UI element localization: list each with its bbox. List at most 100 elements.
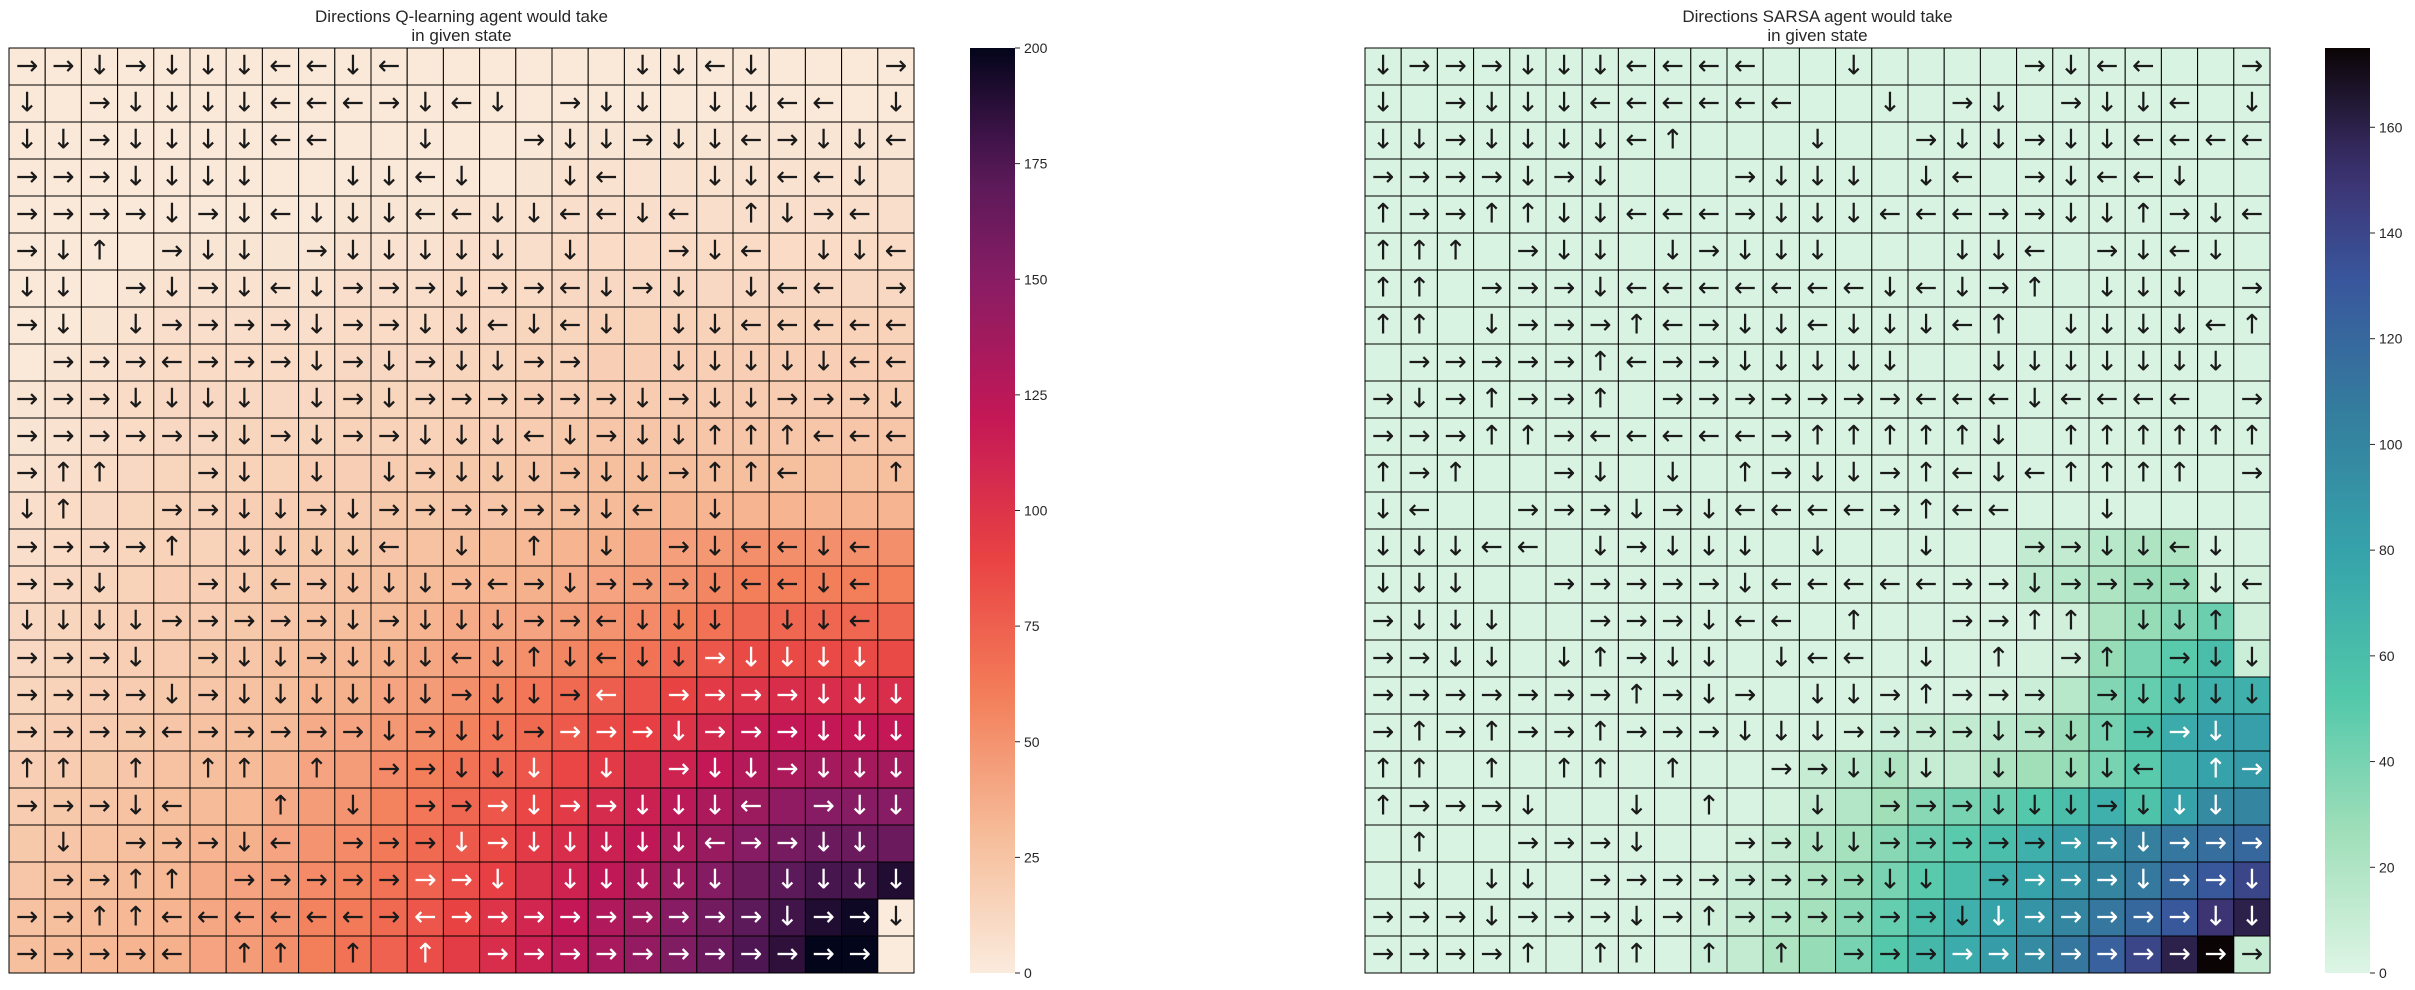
down-arrow-icon: ↓ (2168, 606, 2191, 637)
right-arrow-icon: → (1661, 384, 1684, 415)
right-arrow-icon: → (52, 51, 75, 82)
right-arrow-icon: → (1770, 828, 1793, 859)
heatmap-cell (189, 269, 227, 308)
up-arrow-icon: ↑ (1480, 421, 1503, 452)
right-arrow-icon: → (1661, 569, 1684, 600)
down-arrow-icon: ↓ (1661, 458, 1684, 489)
heatmap-cell (1690, 454, 1728, 493)
left-arrow-icon: ← (342, 88, 365, 119)
down-arrow-icon: ↓ (1842, 199, 1865, 230)
left-arrow-icon: ← (1770, 606, 1793, 637)
down-arrow-icon: ↓ (2096, 347, 2119, 378)
heatmap-cell (44, 158, 82, 197)
down-arrow-icon: ↓ (2132, 606, 2155, 637)
down-arrow-icon: ↓ (1372, 569, 1395, 600)
left-arrow-icon: ← (1842, 273, 1865, 304)
right-arrow-icon: → (1408, 347, 1431, 378)
up-arrow-icon: ↑ (1408, 828, 1431, 859)
up-arrow-icon: ↑ (1698, 939, 1721, 970)
heatmap-cell (2197, 84, 2235, 123)
down-arrow-icon: ↓ (1770, 162, 1793, 193)
down-arrow-icon: ↓ (2132, 828, 2155, 859)
heatmap-cell (1871, 528, 1909, 567)
heatmap-cell (1654, 158, 1692, 197)
down-arrow-icon: ↓ (2204, 717, 2227, 748)
right-arrow-icon: → (1553, 569, 1576, 600)
heatmap-cell (2233, 602, 2271, 641)
down-arrow-icon: ↓ (740, 162, 763, 193)
heatmap-cell (1943, 750, 1981, 789)
left-arrow-icon: ← (1770, 273, 1793, 304)
left-arrow-icon: ← (2204, 125, 2227, 156)
heatmap-cell (1726, 787, 1764, 826)
up-arrow-icon: ↑ (1408, 273, 1431, 304)
heatmap-cell (1436, 750, 1475, 789)
left-arrow-icon: ← (2096, 384, 2119, 415)
heatmap-cell (1798, 935, 1837, 974)
down-arrow-icon: ↓ (233, 125, 256, 156)
right-arrow-icon: → (1987, 939, 2010, 970)
heatmap-cell (1617, 750, 1656, 789)
heatmap-cell (261, 232, 300, 271)
down-arrow-icon: ↓ (2204, 236, 2227, 267)
left-arrow-icon: ← (1625, 88, 1648, 119)
down-arrow-icon: ↓ (1987, 902, 2010, 933)
right-arrow-icon: → (2132, 717, 2155, 748)
right-arrow-icon: → (1372, 902, 1395, 933)
left-arrow-icon: ← (2168, 384, 2191, 415)
right-arrow-icon: → (1589, 680, 1612, 711)
right-arrow-icon: → (1915, 828, 1938, 859)
up-arrow-icon: ↑ (1372, 754, 1395, 785)
up-arrow-icon: ↑ (1517, 421, 1540, 452)
heatmap-cell (732, 84, 770, 123)
down-arrow-icon: ↓ (1842, 754, 1865, 785)
right-arrow-icon: → (16, 310, 39, 341)
left-arrow-icon: ← (1698, 88, 1721, 119)
down-arrow-icon: ↓ (124, 310, 147, 341)
up-arrow-icon: ↑ (2096, 421, 2119, 452)
down-arrow-icon: ↓ (1372, 88, 1395, 119)
down-arrow-icon: ↓ (2132, 273, 2155, 304)
down-arrow-icon: ↓ (595, 273, 618, 304)
right-arrow-icon: → (2060, 902, 2083, 933)
heatmap-cell (1798, 84, 1837, 123)
down-arrow-icon: ↓ (1842, 458, 1865, 489)
heatmap-cell (1617, 454, 1656, 493)
down-arrow-icon: ↓ (161, 162, 184, 193)
heatmap-cell (768, 47, 806, 86)
heatmap-cell (1871, 232, 1909, 271)
right-arrow-icon: → (1734, 384, 1757, 415)
down-arrow-icon: ↓ (1951, 236, 1974, 267)
heatmap-cell (2016, 750, 2054, 789)
right-arrow-icon: → (2168, 717, 2191, 748)
right-arrow-icon: → (378, 273, 401, 304)
heatmap-cell (1473, 454, 1511, 493)
left-arrow-icon: ← (269, 273, 292, 304)
left-arrow-icon: ← (667, 199, 690, 230)
heatmap-cell (153, 232, 191, 271)
right-arrow-icon: → (16, 236, 39, 267)
left-arrow-icon: ← (1625, 273, 1648, 304)
down-arrow-icon: ↓ (161, 125, 184, 156)
left-arrow-icon: ← (269, 88, 292, 119)
left-arrow-icon: ← (1879, 569, 1902, 600)
heatmap-cell (1943, 47, 1981, 86)
up-arrow-icon: ↑ (1770, 939, 1793, 970)
down-arrow-icon: ↓ (378, 236, 401, 267)
heatmap-cell (1617, 380, 1656, 419)
right-arrow-icon: → (1408, 458, 1431, 489)
down-arrow-icon: ↓ (1879, 754, 1902, 785)
up-arrow-icon: ↑ (2132, 421, 2155, 452)
down-arrow-icon: ↓ (1951, 125, 1974, 156)
down-arrow-icon: ↓ (233, 162, 256, 193)
down-arrow-icon: ↓ (2023, 347, 2046, 378)
heatmap-cell (877, 232, 915, 271)
heatmap-cell (841, 84, 879, 123)
right-arrow-icon: → (1480, 162, 1503, 193)
left-arrow-icon: ← (1951, 199, 1974, 230)
heatmap-cell (225, 158, 263, 197)
right-arrow-icon: → (1661, 495, 1684, 526)
right-arrow-icon: → (1517, 717, 1540, 748)
left-arrow-icon: ← (1806, 643, 1829, 674)
down-arrow-icon: ↓ (378, 199, 401, 230)
